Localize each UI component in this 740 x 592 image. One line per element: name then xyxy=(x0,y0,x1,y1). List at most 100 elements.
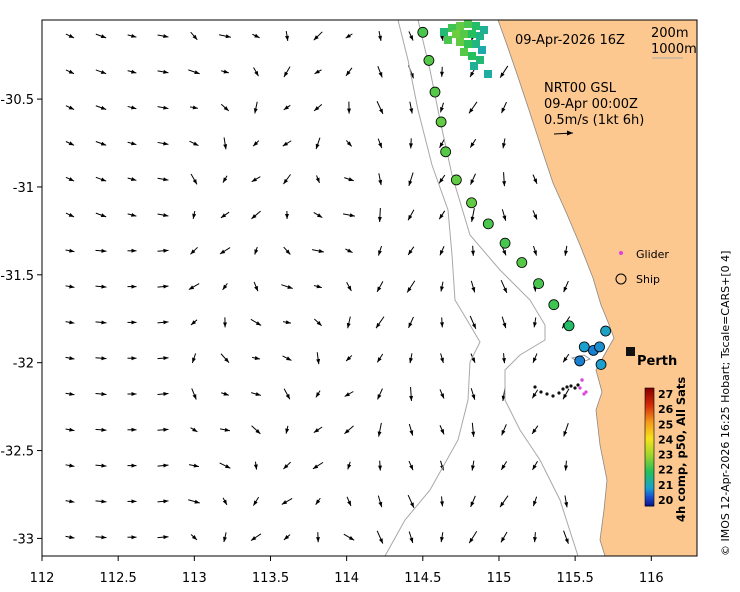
current-vector xyxy=(563,280,569,293)
current-vector xyxy=(564,495,569,508)
colorbar-band xyxy=(645,427,654,430)
current-vector xyxy=(471,422,476,437)
current-vector xyxy=(252,140,260,147)
glider-point xyxy=(545,392,549,396)
ship-sst-point xyxy=(499,237,511,249)
colorbar-band xyxy=(645,431,654,434)
current-vector xyxy=(65,176,75,182)
current-vector xyxy=(282,320,292,325)
current-vector xyxy=(95,212,107,218)
sst-pixel xyxy=(472,40,480,48)
sst-pixel xyxy=(478,46,486,54)
sst-pixel xyxy=(464,40,472,48)
current-vector xyxy=(157,248,169,253)
current-vector xyxy=(378,30,382,42)
x-tick-label: 113.5 xyxy=(252,571,289,586)
colorbar-band xyxy=(645,409,654,413)
current-vector xyxy=(408,531,414,544)
glider-point xyxy=(565,385,569,389)
current-vector xyxy=(127,141,137,146)
current-vector xyxy=(220,103,230,112)
glider-point xyxy=(573,386,577,390)
current-vector xyxy=(127,392,137,396)
sst-pixel xyxy=(444,36,452,44)
current-vector xyxy=(501,316,507,329)
glider-legend-dot xyxy=(619,251,623,255)
current-vector xyxy=(95,356,107,361)
glider-point xyxy=(539,390,543,394)
current-vector xyxy=(501,209,507,221)
colorbar-tick-label: 20 xyxy=(658,494,674,507)
current-vector xyxy=(346,316,351,329)
current-vector xyxy=(95,535,107,540)
sst-pixel xyxy=(476,32,484,40)
current-vector xyxy=(345,33,353,39)
current-vector xyxy=(378,173,383,186)
current-vector xyxy=(250,533,262,541)
current-vector xyxy=(281,284,293,289)
current-vector xyxy=(407,246,415,256)
current-vector xyxy=(251,176,261,183)
colorbar-band xyxy=(645,399,654,403)
colorbar-band xyxy=(645,500,654,503)
current-vector xyxy=(223,137,228,150)
current-vector xyxy=(283,388,291,400)
colorbar-band xyxy=(645,466,654,470)
current-vector xyxy=(65,212,75,218)
ship-legend: Ship xyxy=(615,273,660,286)
colorbar-band xyxy=(645,423,654,426)
glider-point xyxy=(551,394,555,398)
current-vector xyxy=(127,463,137,468)
x-tick-label: 116 xyxy=(639,571,664,586)
colorbar-band xyxy=(645,498,654,501)
ship-sst-point xyxy=(429,86,441,98)
current-vector xyxy=(190,319,198,326)
sst-pixel xyxy=(480,26,488,34)
current-vector xyxy=(343,213,355,218)
current-vector xyxy=(408,172,414,187)
x-tick-label: 113 xyxy=(182,571,207,586)
current-vector xyxy=(313,211,323,219)
current-vector xyxy=(285,30,289,42)
current-vector xyxy=(439,138,445,149)
ship-track xyxy=(417,26,612,370)
current-vector xyxy=(532,210,538,220)
current-vector xyxy=(189,140,199,147)
current-vector xyxy=(407,209,415,221)
current-vector xyxy=(127,427,137,432)
current-vector xyxy=(223,317,227,328)
colorbar-band xyxy=(645,462,654,466)
colorbar-band xyxy=(645,468,654,472)
sst-pixel xyxy=(468,30,476,38)
current-vector xyxy=(347,461,352,470)
ship-legend-circle xyxy=(615,273,627,285)
ship-sst-point xyxy=(548,299,560,311)
colorbar-band xyxy=(645,486,654,489)
colorbar-band xyxy=(645,417,654,420)
colorbar-band xyxy=(645,395,654,399)
colorbar-tick-label: 27 xyxy=(658,388,673,401)
current-vector xyxy=(409,101,414,114)
current-vector xyxy=(65,141,75,146)
colorbar-band xyxy=(645,393,654,397)
current-vector xyxy=(65,105,75,110)
current-vector xyxy=(157,391,169,396)
current-vector xyxy=(377,495,383,508)
current-vector xyxy=(344,391,354,397)
sst-pixel xyxy=(460,48,468,56)
current-vector xyxy=(345,355,353,362)
current-vector xyxy=(376,281,384,293)
current-vector xyxy=(65,463,75,468)
colorbar-band xyxy=(645,388,654,391)
colorbar-band xyxy=(645,474,654,477)
glider-point xyxy=(580,378,584,382)
colorbar-band xyxy=(645,504,654,507)
ship-sst-point xyxy=(435,116,447,128)
colorbar-band xyxy=(645,476,654,479)
current-vector xyxy=(439,246,445,256)
colorbar-band xyxy=(645,450,654,454)
ship-sst-point xyxy=(563,320,575,332)
glider-track xyxy=(533,378,588,398)
current-product-label: NRT00 GSL xyxy=(544,81,617,96)
